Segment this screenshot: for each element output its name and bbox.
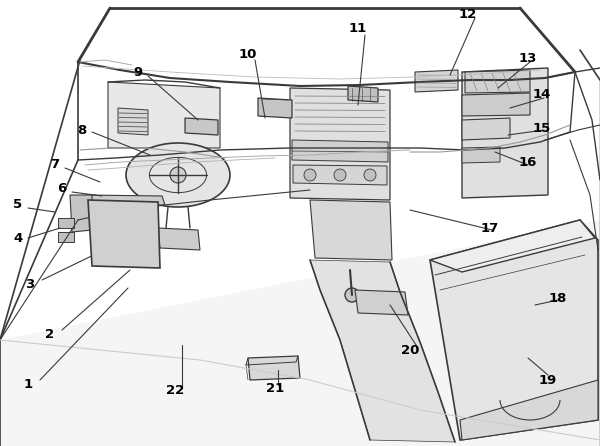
Text: 21: 21 bbox=[266, 381, 284, 395]
Polygon shape bbox=[430, 220, 598, 440]
Text: 16: 16 bbox=[519, 156, 537, 169]
Text: 9: 9 bbox=[133, 66, 143, 78]
Text: 6: 6 bbox=[58, 182, 67, 194]
Polygon shape bbox=[85, 195, 165, 205]
Polygon shape bbox=[348, 86, 378, 102]
Polygon shape bbox=[290, 88, 390, 200]
Polygon shape bbox=[70, 195, 92, 232]
Polygon shape bbox=[58, 218, 74, 228]
Text: 4: 4 bbox=[13, 231, 23, 244]
Text: 1: 1 bbox=[23, 379, 32, 392]
Text: 7: 7 bbox=[50, 158, 59, 172]
Polygon shape bbox=[310, 200, 392, 260]
Text: 15: 15 bbox=[533, 121, 551, 135]
Text: 12: 12 bbox=[459, 8, 477, 21]
Polygon shape bbox=[158, 228, 200, 250]
Text: 10: 10 bbox=[239, 49, 257, 62]
Circle shape bbox=[304, 169, 316, 181]
Polygon shape bbox=[88, 200, 160, 268]
Polygon shape bbox=[355, 290, 408, 315]
Text: 17: 17 bbox=[481, 222, 499, 235]
Circle shape bbox=[170, 167, 186, 183]
Text: 18: 18 bbox=[549, 292, 567, 305]
Polygon shape bbox=[310, 260, 455, 442]
Text: 14: 14 bbox=[533, 88, 551, 102]
Polygon shape bbox=[415, 70, 458, 92]
Polygon shape bbox=[0, 220, 600, 446]
Text: 5: 5 bbox=[13, 198, 23, 211]
Polygon shape bbox=[248, 356, 300, 380]
Polygon shape bbox=[462, 68, 548, 198]
Polygon shape bbox=[460, 380, 598, 440]
Polygon shape bbox=[462, 118, 510, 140]
Polygon shape bbox=[118, 108, 148, 135]
Circle shape bbox=[334, 169, 346, 181]
Text: 8: 8 bbox=[77, 124, 86, 136]
Text: 22: 22 bbox=[166, 384, 184, 396]
Text: 20: 20 bbox=[401, 343, 419, 356]
Circle shape bbox=[345, 288, 359, 302]
Polygon shape bbox=[58, 232, 74, 242]
Text: 3: 3 bbox=[25, 278, 35, 292]
Text: 19: 19 bbox=[539, 373, 557, 387]
Polygon shape bbox=[126, 143, 230, 207]
Polygon shape bbox=[108, 82, 220, 148]
Polygon shape bbox=[430, 220, 595, 272]
Polygon shape bbox=[185, 118, 218, 135]
Polygon shape bbox=[462, 147, 500, 163]
Polygon shape bbox=[258, 98, 292, 118]
Text: 13: 13 bbox=[519, 51, 537, 65]
Circle shape bbox=[364, 169, 376, 181]
Polygon shape bbox=[293, 165, 387, 185]
Polygon shape bbox=[465, 70, 530, 93]
Polygon shape bbox=[292, 140, 388, 162]
Text: 11: 11 bbox=[349, 21, 367, 34]
Text: 2: 2 bbox=[46, 329, 55, 342]
Polygon shape bbox=[462, 93, 530, 116]
